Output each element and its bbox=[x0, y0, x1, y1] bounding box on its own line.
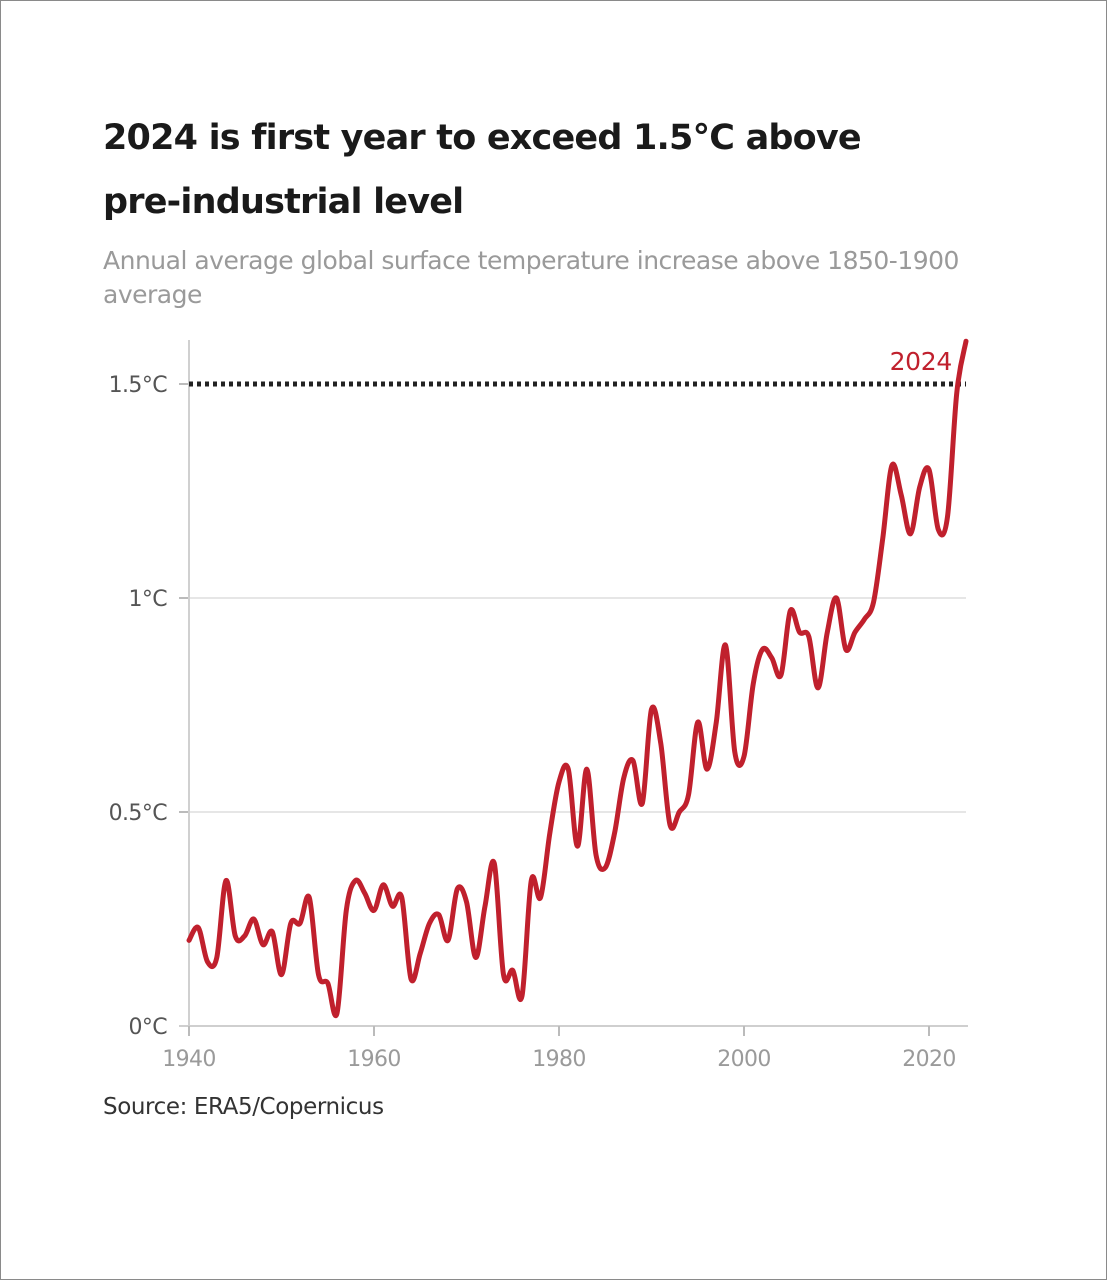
y-tick-label: 1.5°C bbox=[109, 373, 168, 398]
y-tick-label: 1°C bbox=[128, 587, 167, 612]
temperature-line-chart: 0°C 0.5°C 1°C 1.5°C 1940 1960 1980 2000 2020 2024 bbox=[109, 338, 969, 1072]
annotation-2024-label: 2024 bbox=[890, 347, 952, 376]
y-tick-label: 0°C bbox=[128, 1015, 167, 1040]
x-tick-label: 2000 bbox=[717, 1047, 771, 1072]
temperature-series-line bbox=[186, 338, 969, 1019]
y-tick-label: 0.5°C bbox=[109, 801, 168, 826]
axes bbox=[179, 340, 968, 1036]
gridlines bbox=[189, 597, 966, 813]
x-tick-label: 1940 bbox=[162, 1047, 216, 1072]
x-tick-label: 1980 bbox=[532, 1047, 586, 1072]
chart-title: 2024 is first year to exceed 1.5°C above… bbox=[103, 118, 862, 222]
tick-labels: 0°C 0.5°C 1°C 1.5°C 1940 1960 1980 2000 2020 2024 bbox=[109, 347, 957, 1072]
chart-subtitle: Annual average global surface temperatur… bbox=[103, 246, 959, 309]
x-tick-label: 1960 bbox=[347, 1047, 401, 1072]
chart-source: Source: ERA5/Copernicus bbox=[103, 1094, 384, 1120]
x-tick-label: 2020 bbox=[902, 1047, 956, 1072]
series-layer bbox=[186, 338, 969, 1019]
